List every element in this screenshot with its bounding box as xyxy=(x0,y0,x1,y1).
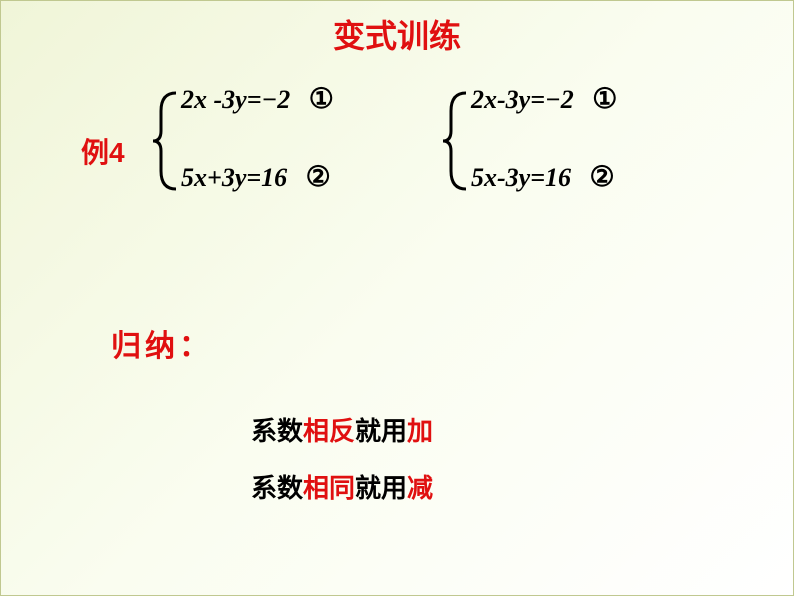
summary-text: 系数 xyxy=(251,417,303,446)
summary-line-2: 系数相同就用减 xyxy=(251,468,433,505)
eq-text: 2x -3y=−2 xyxy=(181,85,290,114)
equation-1-1: 2x -3y=−2 ① xyxy=(181,86,334,114)
equations-container-2: 2x-3y=−2 ① 5x-3y=16 ② xyxy=(471,86,617,242)
summary-lines: 系数相反就用加 系数相同就用减 xyxy=(251,411,433,525)
summary-text: 就用 xyxy=(355,474,407,503)
eq-text: 2x-3y=−2 xyxy=(471,85,574,114)
summary-text: 系数 xyxy=(251,474,303,503)
example-label: 例4 xyxy=(81,131,125,171)
equation-1-2: 5x+3y=16 ② xyxy=(181,164,334,192)
brace-icon xyxy=(441,91,471,191)
eq-text: 5x+3y=16 xyxy=(181,163,287,192)
header-title: 变式训练 xyxy=(333,18,461,54)
equation-2-2: 5x-3y=16 ② xyxy=(471,164,617,192)
equation-2-1: 2x-3y=−2 ① xyxy=(471,86,617,114)
eq-marker: ① xyxy=(309,84,334,115)
summary-text-red: 相反 xyxy=(303,417,355,446)
summary-text-red: 减 xyxy=(407,474,433,503)
page-header: 变式训练 xyxy=(333,11,461,57)
summary-text: 就用 xyxy=(355,417,407,446)
eq-marker: ② xyxy=(306,162,331,193)
summary-line-1: 系数相反就用加 xyxy=(251,411,433,448)
summary-label: 归纳： xyxy=(111,321,213,365)
summary-text-red: 相同 xyxy=(303,474,355,503)
summary-text-red: 加 xyxy=(407,417,433,446)
equations-container-1: 2x -3y=−2 ① 5x+3y=16 ② xyxy=(181,86,334,242)
eq-marker: ① xyxy=(592,84,617,115)
eq-marker: ② xyxy=(590,162,615,193)
eq-text: 5x-3y=16 xyxy=(471,163,571,192)
brace-icon xyxy=(151,91,181,191)
